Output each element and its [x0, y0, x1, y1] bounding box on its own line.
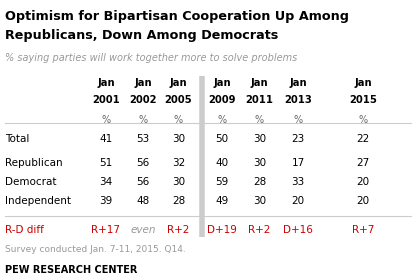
- Text: 56: 56: [137, 177, 150, 187]
- Text: D+16: D+16: [283, 225, 313, 235]
- Text: 20: 20: [291, 196, 305, 206]
- Text: %: %: [217, 115, 227, 125]
- Text: 48: 48: [137, 196, 150, 206]
- Text: Independent: Independent: [5, 196, 71, 206]
- Text: 2005: 2005: [165, 95, 192, 105]
- Text: 59: 59: [215, 177, 229, 187]
- Text: %: %: [139, 115, 148, 125]
- Text: 30: 30: [253, 158, 266, 168]
- Text: %: %: [359, 115, 368, 125]
- Text: 20: 20: [356, 177, 370, 187]
- Text: 17: 17: [291, 158, 305, 168]
- Text: R+7: R+7: [352, 225, 374, 235]
- Text: 40: 40: [215, 158, 229, 168]
- Text: 41: 41: [99, 134, 112, 144]
- Text: 53: 53: [137, 134, 150, 144]
- Text: R+2: R+2: [248, 225, 271, 235]
- Text: R+2: R+2: [167, 225, 190, 235]
- Text: 28: 28: [172, 196, 185, 206]
- Text: Republican: Republican: [5, 158, 63, 168]
- Text: Total: Total: [5, 134, 29, 144]
- Text: 50: 50: [215, 134, 229, 144]
- Text: 51: 51: [99, 158, 112, 168]
- Text: Jan: Jan: [289, 78, 307, 88]
- Text: %: %: [174, 115, 183, 125]
- Text: R+17: R+17: [91, 225, 120, 235]
- Text: Survey conducted Jan. 7-11, 2015. Q14.: Survey conducted Jan. 7-11, 2015. Q14.: [5, 245, 186, 254]
- Text: %: %: [293, 115, 303, 125]
- Text: 22: 22: [356, 134, 370, 144]
- Text: Jan: Jan: [251, 78, 268, 88]
- Text: 30: 30: [253, 134, 266, 144]
- Text: Jan: Jan: [213, 78, 231, 88]
- Text: 30: 30: [172, 177, 185, 187]
- Text: 30: 30: [253, 196, 266, 206]
- Text: 2001: 2001: [92, 95, 120, 105]
- Text: PEW RESEARCH CENTER: PEW RESEARCH CENTER: [5, 265, 137, 275]
- Text: 2002: 2002: [129, 95, 157, 105]
- Text: 2015: 2015: [349, 95, 377, 105]
- Text: 20: 20: [356, 196, 370, 206]
- Text: 33: 33: [291, 177, 305, 187]
- Text: Republicans, Down Among Democrats: Republicans, Down Among Democrats: [5, 29, 278, 42]
- Text: 2011: 2011: [245, 95, 273, 105]
- Text: 56: 56: [137, 158, 150, 168]
- Text: R-D diff: R-D diff: [5, 225, 44, 235]
- Text: 28: 28: [253, 177, 266, 187]
- Text: 32: 32: [172, 158, 185, 168]
- Text: Optimism for Bipartisan Cooperation Up Among: Optimism for Bipartisan Cooperation Up A…: [5, 10, 349, 23]
- Text: 2009: 2009: [208, 95, 236, 105]
- Text: Jan: Jan: [134, 78, 152, 88]
- Text: % saying parties will work together more to solve problems: % saying parties will work together more…: [5, 53, 297, 63]
- Text: 34: 34: [99, 177, 112, 187]
- Text: 30: 30: [172, 134, 185, 144]
- Text: even: even: [130, 225, 156, 235]
- Text: Democrat: Democrat: [5, 177, 56, 187]
- Text: 2013: 2013: [284, 95, 312, 105]
- Text: Jan: Jan: [354, 78, 372, 88]
- Text: Jan: Jan: [97, 78, 115, 88]
- Text: 39: 39: [99, 196, 112, 206]
- Text: D+19: D+19: [207, 225, 237, 235]
- Text: 49: 49: [215, 196, 229, 206]
- Text: Jan: Jan: [170, 78, 187, 88]
- Text: %: %: [255, 115, 264, 125]
- Text: 27: 27: [356, 158, 370, 168]
- Text: %: %: [101, 115, 110, 125]
- Text: 23: 23: [291, 134, 305, 144]
